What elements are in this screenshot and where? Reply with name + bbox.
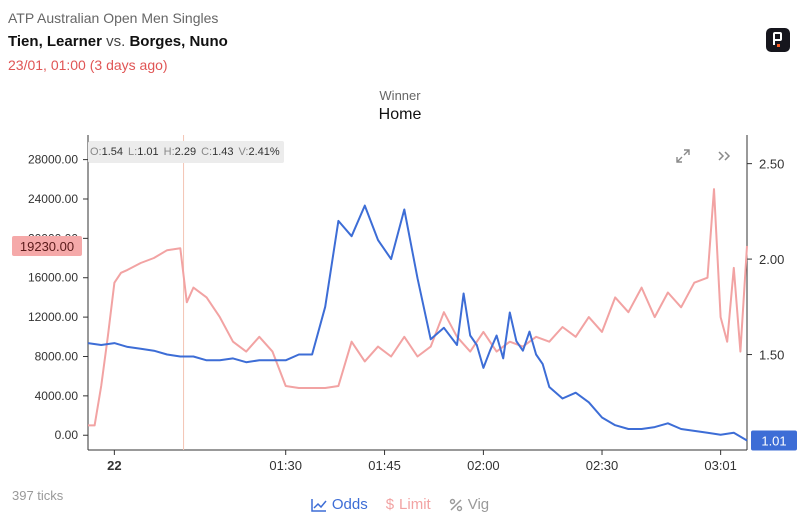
vs-label: vs. bbox=[106, 33, 126, 50]
dollar-icon: $ bbox=[385, 496, 395, 513]
legend-limit[interactable]: $ Limit bbox=[386, 496, 431, 513]
y-left-tick-label: 16000.00 bbox=[28, 271, 78, 285]
limit-series-line bbox=[88, 188, 748, 427]
double-chevron-right-icon[interactable] bbox=[716, 148, 732, 164]
odds-last-badge bbox=[751, 430, 797, 451]
limit-last-value: 19230.00 bbox=[20, 239, 74, 254]
x-tick-label: 02:30 bbox=[586, 458, 619, 470]
match-time: 23/01, 01:00 (3 days ago) bbox=[8, 57, 168, 73]
y-left-tick-label: 0.00 bbox=[55, 428, 79, 442]
y-left-tick-label: 12000.00 bbox=[28, 310, 78, 324]
market-name: Winner bbox=[379, 88, 421, 103]
legend-vig-label: Vig bbox=[467, 496, 490, 513]
legend-limit-label: Limit bbox=[399, 496, 431, 513]
ohlc-open: 1.54 bbox=[101, 146, 124, 158]
legend-odds[interactable]: Odds bbox=[311, 496, 368, 513]
y-left-tick-label: 28000.00 bbox=[28, 153, 78, 167]
match-title: Tien, Learner vs. Borges, Nuno bbox=[8, 33, 228, 50]
y-right-tick-label: 2.50 bbox=[759, 157, 784, 172]
ohlc-low-label: L: bbox=[128, 146, 138, 158]
competition-name: ATP Australian Open Men Singles bbox=[8, 10, 219, 26]
ohlc-close-label: C: bbox=[201, 146, 213, 158]
y-left-tick-label: 8000.00 bbox=[35, 349, 79, 363]
percent-icon bbox=[449, 498, 462, 511]
legend-odds-label: Odds bbox=[331, 496, 368, 513]
ohlc-vig: 2.41% bbox=[248, 146, 280, 158]
legend-vig[interactable]: Vig bbox=[449, 496, 489, 513]
ohlc-vig-label: V: bbox=[238, 146, 249, 158]
chart-legend: Odds $ Limit Vig bbox=[0, 496, 800, 513]
tick-count: 397 ticks bbox=[12, 488, 64, 503]
odds-chart[interactable]: 0.004000.008000.0012000.0016000.0020000.… bbox=[0, 130, 800, 470]
player-away: Borges, Nuno bbox=[129, 33, 228, 50]
x-tick-label: 01:30 bbox=[269, 458, 302, 470]
ohlc-low: 1.01 bbox=[137, 146, 159, 158]
x-tick-label: 03:01 bbox=[704, 458, 737, 470]
ohlc-readout: O:1.54 L:1.01 H:2.29 C:1.43 V:2.41% bbox=[88, 141, 284, 163]
line-chart-icon bbox=[311, 498, 327, 512]
limit-last-badge bbox=[12, 235, 82, 256]
player-home: Tien, Learner bbox=[8, 33, 102, 50]
y-left-tick-label: 4000.00 bbox=[35, 389, 79, 403]
ohlc-high: 2.29 bbox=[174, 146, 197, 158]
y-right-tick-label: 2.00 bbox=[759, 252, 784, 267]
odds-series-line bbox=[87, 204, 748, 442]
y-left-tick-label: 24000.00 bbox=[28, 192, 78, 206]
app-icon[interactable] bbox=[766, 28, 790, 52]
selection-name: Home bbox=[378, 106, 422, 123]
ohlc-close: 1.43 bbox=[212, 146, 234, 158]
x-tick-label: 02:00 bbox=[467, 458, 500, 470]
ohlc-open-label: O: bbox=[90, 146, 102, 158]
odds-last-value: 1.01 bbox=[761, 433, 786, 448]
x-tick-label: 22 bbox=[107, 458, 121, 470]
expand-icon[interactable] bbox=[675, 148, 691, 164]
y-right-tick-label: 1.50 bbox=[759, 348, 784, 363]
x-tick-label: 01:45 bbox=[368, 458, 401, 470]
ohlc-high-label: H: bbox=[163, 146, 175, 158]
